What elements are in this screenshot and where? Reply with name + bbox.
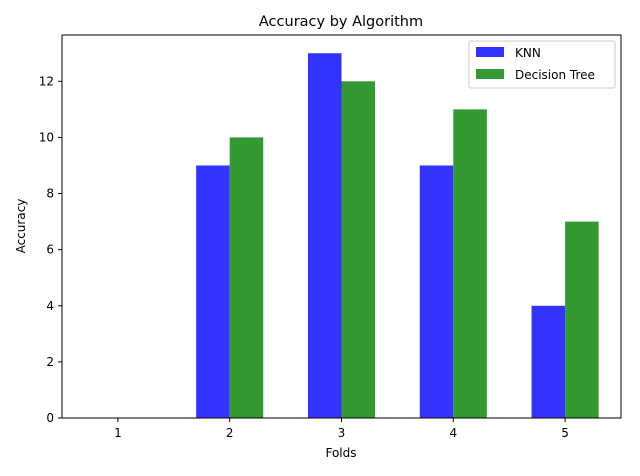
y-tick-label: 2 [46,355,54,369]
bar-decision-tree-fold-5 [565,221,599,418]
chart-title: Accuracy by Algorithm [259,14,423,30]
bar-knn-fold-5 [531,305,566,418]
x-axis-ticks: 1 2 3 4 5 [114,418,569,440]
legend-swatch-knn [476,47,504,57]
y-axis-label: Accuracy [14,199,28,254]
x-tick-label: 3 [338,426,346,440]
legend: KNN Decision Tree [468,40,616,89]
bar-knn-fold-3 [307,53,342,419]
y-tick-label: 12 [39,74,54,88]
x-axis-label: Folds [325,446,356,460]
x-tick-label: 5 [561,426,569,440]
legend-swatch-decision-tree [476,69,504,79]
legend-label-knn: KNN [515,46,541,60]
x-tick-label: 1 [114,426,122,440]
legend-frame [468,40,616,89]
y-tick-label: 0 [46,411,54,425]
y-tick-label: 8 [46,187,54,201]
y-tick-label: 6 [46,243,54,257]
bar-knn-fold-2 [196,165,230,418]
y-tick-label: 10 [39,130,54,144]
x-tick-label: 4 [449,426,457,440]
y-axis-ticks: 0 2 4 6 8 10 12 [39,74,62,425]
y-tick-label: 4 [46,299,54,313]
bars [196,53,599,419]
legend-label-decision-tree: Decision Tree [515,68,595,82]
plot-frame [61,34,622,419]
bar-knn-fold-4 [419,165,454,418]
bar-decision-tree-fold-3 [341,81,376,419]
bar-decision-tree-fold-2 [229,137,264,418]
x-tick-label: 2 [226,426,234,440]
bar-decision-tree-fold-4 [453,109,487,419]
